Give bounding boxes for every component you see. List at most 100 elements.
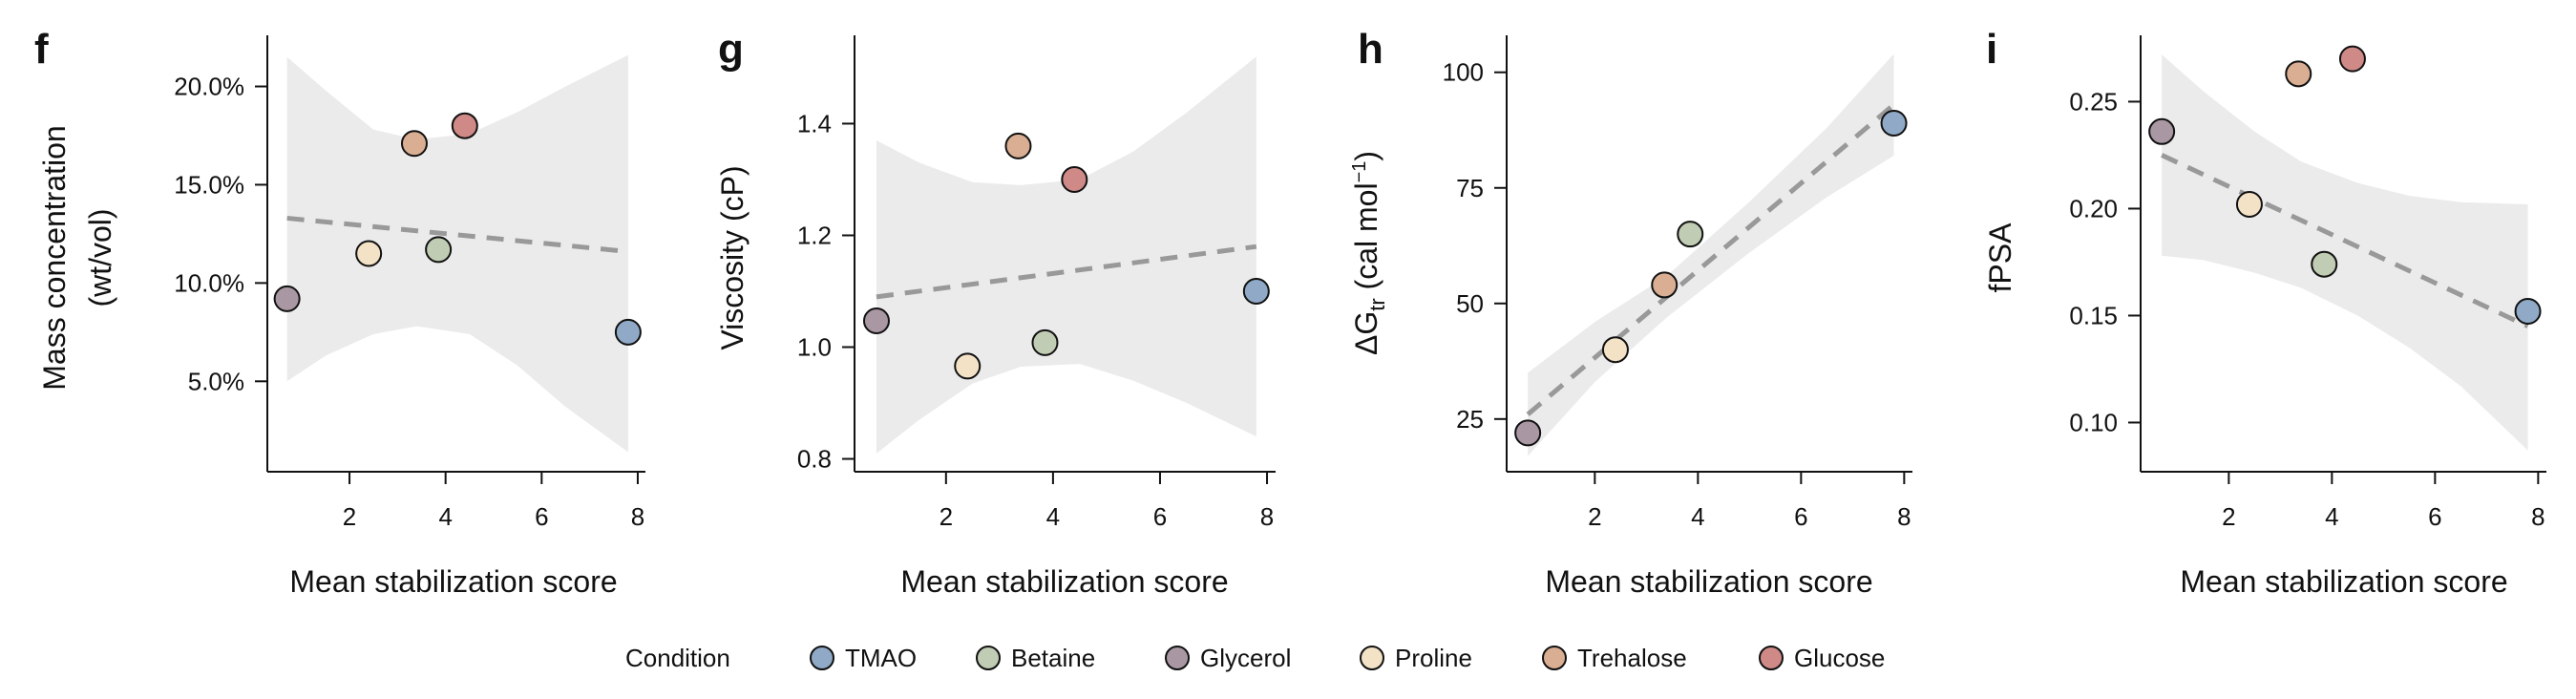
point-glucose (451, 112, 478, 139)
x-tick-label: 8 (1260, 502, 1274, 531)
ylabel-h-unit: (cal mol (1349, 182, 1383, 298)
point-trehalose (2285, 60, 2312, 88)
point-glycerol (273, 285, 301, 312)
legend: Condition TMAO Betaine Glycerol Proline Treh… (625, 644, 1885, 672)
xlabel-h: Mean stabilization score (1545, 564, 1872, 599)
x-tick-label: 6 (535, 502, 548, 531)
y-tick-label: 1.4 (797, 109, 832, 138)
x-tick-label: 4 (2325, 502, 2338, 531)
legend-label: TMAO (845, 644, 917, 672)
legend-label: Betaine (1011, 644, 1095, 672)
plot-h: 2 4 6 8 25 50 75 100 (1443, 35, 1912, 531)
legend-marker (976, 646, 1001, 670)
ylabel-f-line2: (wt/vol) (83, 208, 117, 307)
point-betaine (425, 236, 453, 264)
y-tick-label: 0.20 (2069, 194, 2118, 222)
point-tmao (614, 318, 642, 346)
legend-label: Proline (1395, 644, 1472, 672)
point-betaine (2311, 250, 2338, 278)
y-tick-label: 15.0% (174, 170, 244, 199)
x-tick-label: 4 (1691, 502, 1704, 531)
x-tick-label: 6 (1794, 502, 1807, 531)
point-glycerol (2148, 117, 2176, 145)
y-tick-label: 75 (1456, 174, 1484, 202)
legend-label: Glucose (1794, 644, 1885, 672)
y-tick-label: 0.8 (797, 445, 832, 474)
y-tick-label: 0.10 (2069, 408, 2118, 436)
panel-label-f: f (34, 26, 49, 73)
regression-line (876, 244, 1257, 300)
panel-label-g: g (718, 26, 744, 73)
ylabel-h-close: ) (1349, 151, 1383, 161)
regression-line (2161, 153, 2529, 328)
x-tick-label: 4 (1046, 502, 1060, 531)
x-tick-label: 4 (438, 502, 452, 531)
x-tick-label: 8 (631, 502, 644, 531)
point-glucose (1061, 165, 1088, 193)
x-tick-label: 8 (1897, 502, 1911, 531)
legend-item-glycerol: Glycerol (1165, 644, 1291, 672)
confidence-band (286, 54, 628, 453)
y-tick-label: 50 (1456, 289, 1484, 318)
point-proline (355, 240, 383, 267)
x-tick-label: 2 (1588, 502, 1601, 531)
ylabel-h: ΔGtr (cal mol−1) (1349, 151, 1389, 355)
regression-line (1526, 102, 1896, 416)
legend-item-proline: Proline (1360, 644, 1472, 672)
legend-marker (1360, 646, 1384, 670)
ylabel-i: fPSA (1983, 222, 2017, 293)
legend-item-betaine: Betaine (976, 644, 1095, 672)
legend-marker (1759, 646, 1784, 670)
legend-item-glucose: Glucose (1759, 644, 1885, 672)
y-tick-label: 10.0% (174, 268, 244, 297)
y-tick-label: 100 (1443, 58, 1484, 87)
panel-label-h: h (1358, 26, 1383, 73)
xlabel-f: Mean stabilization score (289, 564, 617, 599)
point-proline (1601, 336, 1629, 364)
point-tmao (1242, 277, 1270, 305)
point-trehalose (1004, 132, 1032, 159)
panel-label-i: i (1986, 26, 1997, 73)
ylabel-g: Viscosity (cP) (715, 165, 750, 350)
y-tick-label: 5.0% (188, 367, 244, 395)
legend-marker (1542, 646, 1567, 670)
point-betaine (1031, 328, 1059, 356)
x-tick-label: 8 (2531, 502, 2544, 531)
point-glycerol (862, 307, 890, 335)
x-tick-label: 6 (2428, 502, 2441, 531)
y-tick-label: 1.2 (797, 221, 832, 249)
ylabel-h-sub: tr (1365, 298, 1389, 310)
legend-item-trehalose: Trehalose (1542, 644, 1687, 672)
x-tick-label: 6 (1153, 502, 1167, 531)
legend-marker (810, 646, 834, 670)
x-tick-label: 2 (343, 502, 356, 531)
legend-marker (1165, 646, 1190, 670)
confidence-band (2162, 54, 2528, 451)
legend-item-tmao: TMAO (810, 644, 917, 672)
point-proline (954, 352, 982, 380)
point-glycerol (1514, 419, 1542, 447)
point-trehalose (400, 130, 428, 158)
point-betaine (1677, 221, 1704, 248)
legend-label: Trehalose (1577, 644, 1687, 672)
plot-f: 2 4 6 8 5.0% 10.0% 15.0% 20.0% (174, 35, 645, 531)
ylabel-h-sup: −1 (1349, 161, 1370, 183)
legend-label: Glycerol (1200, 644, 1291, 672)
y-tick-label: 0.25 (2069, 87, 2118, 116)
ylabel-f-line1: Mass concentration (37, 125, 72, 390)
point-tmao (2514, 297, 2542, 325)
point-trehalose (1651, 271, 1679, 299)
y-tick-label: 20.0% (174, 73, 244, 101)
y-tick-label: 25 (1456, 405, 1484, 434)
point-tmao (1880, 109, 1908, 137)
ylabel-h-main: ΔG (1349, 311, 1383, 355)
point-glucose (2338, 45, 2366, 73)
confidence-band (1528, 53, 1894, 456)
xlabel-i: Mean stabilization score (2180, 564, 2507, 599)
point-proline (2235, 190, 2263, 218)
x-tick-label: 2 (940, 502, 953, 531)
y-tick-label: 0.15 (2069, 301, 2118, 329)
legend-title: Condition (625, 644, 730, 672)
y-tick-label: 1.0 (797, 333, 832, 362)
